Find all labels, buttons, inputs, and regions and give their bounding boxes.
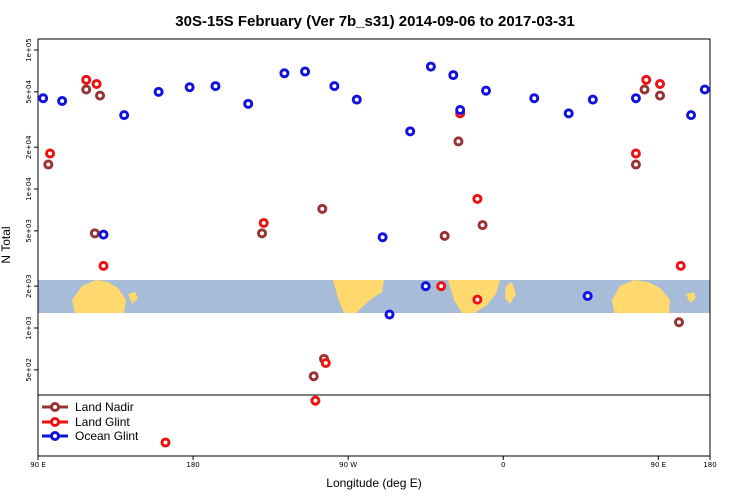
australia-landmass-repeat — [612, 280, 670, 313]
x-tick-label: 180 — [186, 461, 199, 469]
madagascar-landmass — [505, 282, 516, 304]
point-land-glint — [675, 260, 686, 271]
x-tick-label: 90 E — [651, 461, 667, 469]
y-tick-label: 1e+03 — [25, 316, 33, 340]
point-ocean-glint — [57, 95, 68, 106]
point-ocean-glint — [300, 66, 311, 77]
point-land-nadir — [673, 317, 684, 328]
y-tick-label: 5e+03 — [25, 219, 33, 243]
legend-marker-ocean-glint — [50, 431, 60, 441]
x-tick-label: 90 W — [339, 461, 357, 469]
point-ocean-glint — [529, 93, 540, 104]
map-strip — [38, 280, 710, 313]
point-ocean-glint — [630, 93, 641, 104]
point-land-glint — [45, 148, 56, 159]
point-ocean-glint — [563, 108, 574, 119]
point-ocean-glint — [184, 82, 195, 93]
point-land-glint — [320, 358, 331, 369]
point-ocean-glint — [425, 61, 436, 72]
chart-title: 30S-15S February (Ver 7b_s31) 2014-09-06… — [175, 13, 574, 30]
y-axis: 5e+02 1e+03 2e+03 5e+03 1e+04 2e+04 5e+04 1e+05 — [25, 38, 38, 382]
legend-label-land-nadir: Land Nadir — [75, 400, 134, 414]
x-tick-label: 180 — [703, 461, 716, 469]
point-land-nadir — [43, 159, 54, 170]
nz-landmass — [128, 292, 138, 304]
point-ocean-glint — [686, 110, 697, 121]
legend-item-land-glint: Land Glint — [42, 415, 130, 429]
x-axis: 90 E 180 90 W 0 90 E 180 — [30, 456, 717, 469]
point-ocean-glint — [351, 94, 362, 105]
nz-landmass-repeat — [686, 292, 696, 303]
point-land-glint — [472, 193, 483, 204]
point-land-nadir — [257, 228, 267, 239]
point-land-glint — [630, 148, 641, 159]
point-ocean-glint — [329, 81, 340, 92]
point-ocean-glint — [481, 85, 491, 96]
point-ocean-glint — [377, 232, 388, 243]
point-land-nadir — [308, 371, 319, 382]
legend-panel-frame — [37, 394, 711, 457]
point-land-glint — [655, 78, 666, 89]
legend-marker-land-nadir — [50, 402, 60, 412]
y-tick-label: 5e+02 — [25, 358, 33, 382]
point-land-nadir — [81, 84, 92, 95]
legend-item-land-nadir: Land Nadir — [42, 400, 134, 414]
y-tick-label: 2e+03 — [25, 274, 33, 298]
legend-marker-land-glint — [50, 417, 60, 427]
point-land-glint — [98, 260, 109, 271]
south-america-landmass — [333, 280, 384, 313]
y-tick-label: 5e+04 — [25, 80, 33, 104]
point-land-nadir — [639, 84, 650, 95]
plot-frame — [37, 38, 711, 396]
point-ocean-glint — [98, 229, 109, 240]
point-ocean-glint — [420, 281, 431, 292]
legend-label-land-glint: Land Glint — [75, 415, 130, 429]
point-ocean-glint — [455, 105, 466, 116]
point-land-glint — [436, 281, 447, 292]
point-land-glint — [258, 217, 269, 228]
x-axis-label: Longitude (deg E) — [326, 476, 421, 490]
point-ocean-glint — [699, 84, 710, 95]
x-tick-label: 0 — [501, 461, 505, 469]
point-land-nadir — [477, 220, 488, 231]
point-land-glint — [641, 74, 652, 85]
australia-landmass — [72, 280, 126, 313]
point-ocean-glint — [119, 110, 130, 121]
point-ocean-glint — [38, 93, 49, 104]
point-land-glint — [160, 437, 171, 448]
legend-label-ocean-glint: Ocean Glint — [75, 429, 139, 443]
point-land-glint — [472, 294, 483, 305]
point-land-nadir — [439, 230, 450, 241]
point-ocean-glint — [243, 98, 254, 109]
point-ocean-glint — [384, 309, 395, 320]
point-ocean-glint — [587, 94, 598, 105]
point-land-nadir — [95, 90, 106, 101]
point-land-nadir — [453, 136, 464, 147]
point-land-glint — [310, 395, 321, 406]
legend: Land Nadir Land Glint Ocean Glint — [42, 400, 139, 443]
point-ocean-glint — [210, 81, 221, 92]
legend-item-ocean-glint: Ocean Glint — [42, 429, 139, 443]
point-ocean-glint — [405, 126, 416, 137]
y-tick-label: 1e+04 — [25, 177, 33, 201]
y-axis-label: N Total — [0, 226, 13, 263]
point-land-nadir — [630, 159, 641, 170]
y-tick-label: 2e+04 — [25, 135, 33, 159]
data-points — [38, 61, 710, 448]
point-land-glint — [81, 74, 92, 85]
point-ocean-glint — [448, 70, 459, 81]
y-tick-label: 1e+05 — [25, 38, 33, 62]
point-ocean-glint — [279, 68, 290, 79]
point-land-nadir — [89, 228, 100, 239]
point-land-nadir — [317, 203, 328, 214]
x-tick-label: 90 E — [30, 461, 46, 469]
point-ocean-glint — [582, 290, 593, 301]
point-land-nadir — [655, 90, 666, 101]
point-land-glint — [91, 78, 102, 89]
point-ocean-glint — [153, 86, 164, 97]
